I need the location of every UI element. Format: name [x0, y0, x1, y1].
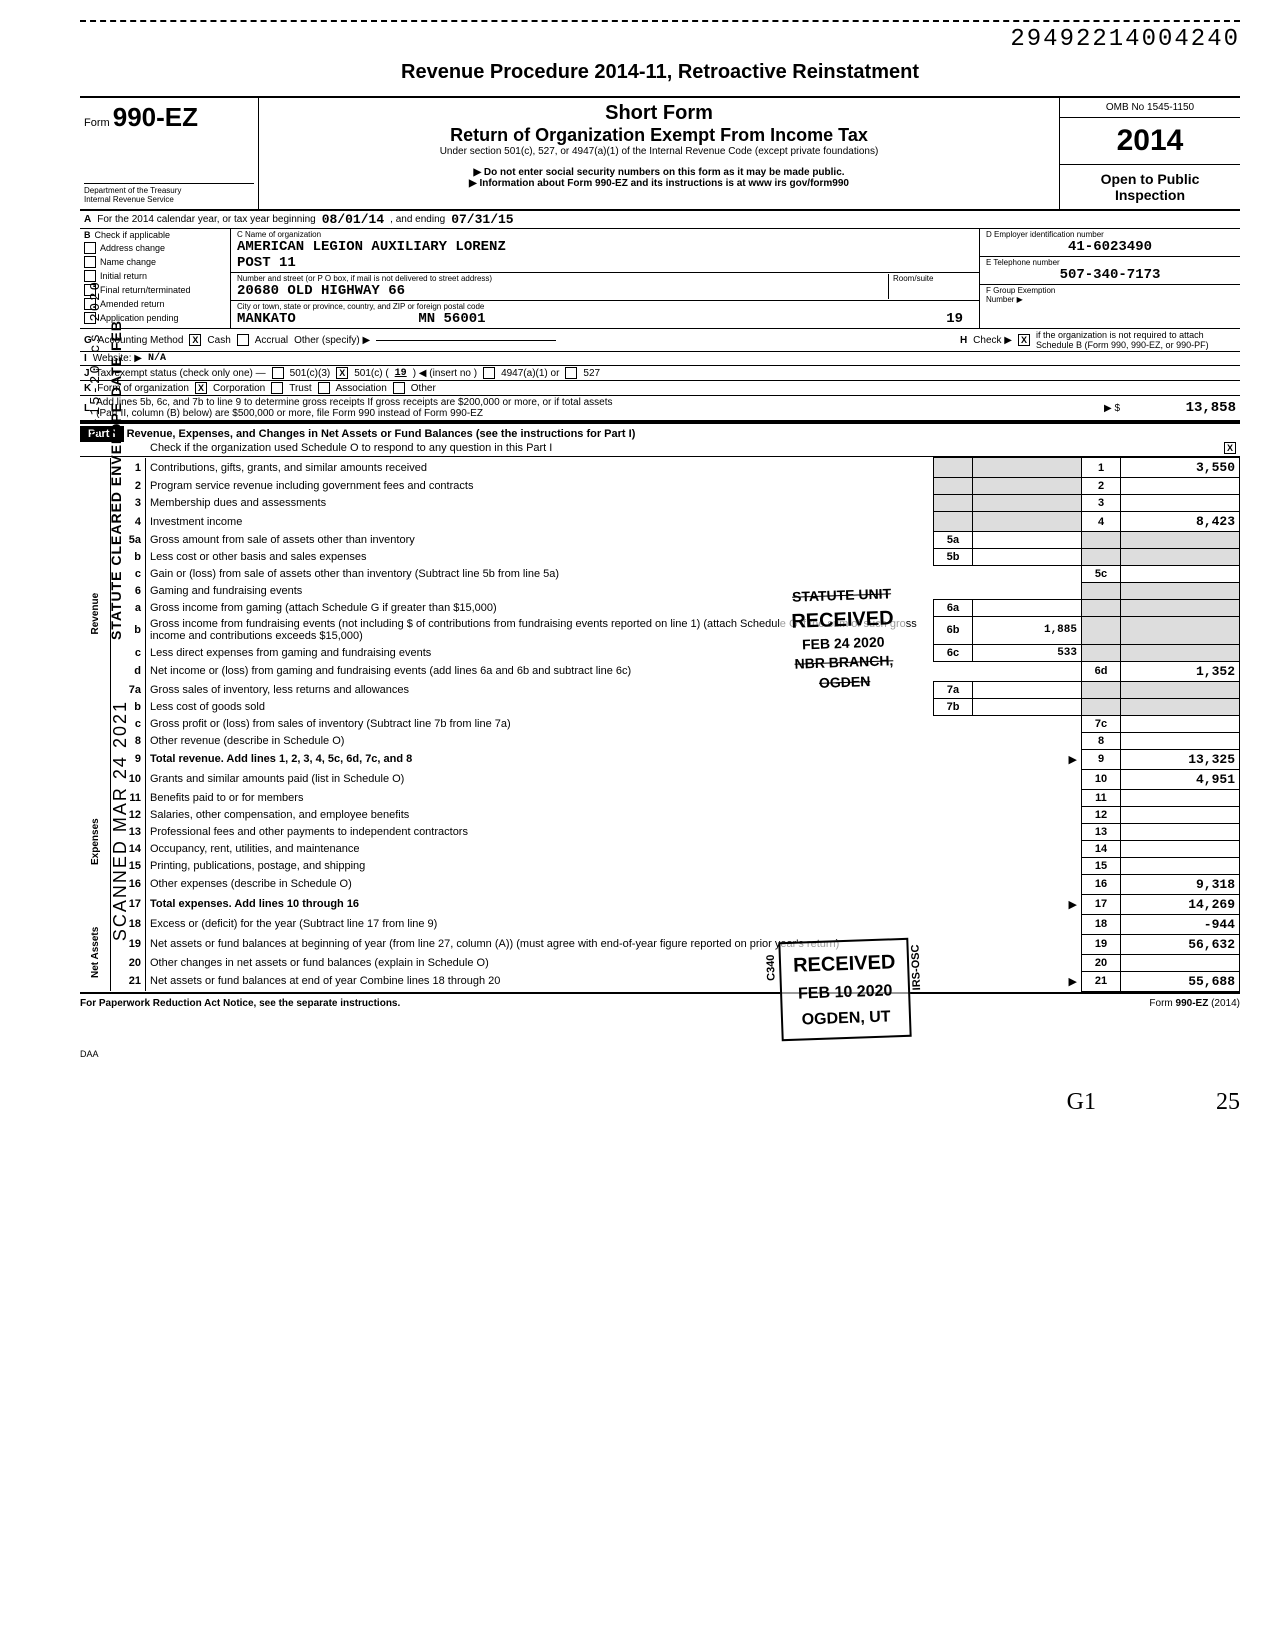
4947-label: 4947(a)(1) or: [501, 368, 559, 379]
net-assets-side-label: Net Assets: [80, 914, 111, 991]
corporation-label: Corporation: [213, 383, 265, 394]
corporation-checkbox[interactable]: X: [195, 382, 207, 394]
cash-checkbox[interactable]: X: [189, 334, 201, 346]
gross-receipts-value: 13,858: [1126, 400, 1236, 416]
501c-label: 501(c) (: [354, 368, 388, 379]
line-a-pre: For the 2014 calendar year, or tax year …: [97, 214, 315, 225]
accrual-checkbox[interactable]: [237, 334, 249, 346]
org-name-1: AMERICAN LEGION AUXILIARY LORENZ: [237, 239, 973, 255]
tax-year-end: 07/31/15: [451, 212, 513, 227]
return-title: Return of Organization Exempt From Incom…: [267, 125, 1051, 146]
h-text: if the organization is not required to a…: [1036, 330, 1236, 350]
vertical-date-stamp: 1-15-20 cs 2020: [88, 280, 104, 436]
cash-label: Cash: [207, 335, 230, 346]
501c-checkbox[interactable]: X: [336, 367, 348, 379]
accrual-label: Accrual: [255, 335, 288, 346]
501c3-label: 501(c)(3): [290, 368, 331, 379]
handwritten-mark-2: 25: [1216, 1089, 1240, 1116]
line-l-text1: Add lines 5b, 6c, and 7b to line 9 to de…: [96, 397, 1098, 408]
line-l-text2: (Part II, column (B) below) are $500,000…: [96, 408, 1098, 419]
under-section: Under section 501(c), 527, or 4947(a)(1)…: [267, 146, 1051, 157]
4947-checkbox[interactable]: [483, 367, 495, 379]
org-name-label: C Name of organization: [237, 230, 973, 239]
procedure-title: Revenue Procedure 2014-11, Retroactive R…: [80, 61, 1240, 84]
daa-mark: DAA: [80, 1049, 1240, 1059]
dept-label: Department of the Treasury: [84, 186, 254, 195]
short-form-title: Short Form: [267, 102, 1051, 125]
part-i-title: Revenue, Expenses, and Changes in Net As…: [127, 428, 636, 440]
association-checkbox[interactable]: [318, 382, 330, 394]
other-method-label: Other (specify) ▶: [294, 335, 370, 346]
501c3-checkbox[interactable]: [272, 367, 284, 379]
other-org-checkbox[interactable]: [393, 382, 405, 394]
footer-form-year: (2014): [1211, 998, 1240, 1009]
inspection-label: Inspection: [1060, 187, 1240, 203]
info-link: ▶ Information about Form 990-EZ and its …: [267, 178, 1051, 189]
paperwork-notice: For Paperwork Reduction Act Notice, see …: [80, 998, 400, 1009]
form-number: 990-EZ: [113, 102, 198, 132]
group-exemption-label: F Group Exemption: [986, 286, 1234, 295]
handwritten-mark-1: G1: [1067, 1089, 1096, 1116]
footer-form-pre: Form: [1149, 998, 1175, 1009]
ein-label: D Employer identification number: [986, 230, 1234, 239]
501c-insert: 19: [395, 368, 407, 379]
final-return-label: Final return/terminated: [100, 285, 191, 295]
state-zip-value: MN 56001: [418, 311, 485, 327]
org-name-2: POST 11: [237, 255, 973, 271]
other-org-label: Other: [411, 383, 436, 394]
street-value: 20680 OLD HIGHWAY 66: [237, 283, 888, 299]
501c-insert-label: ) ◀ (insert no ): [413, 368, 477, 379]
tax-year-begin: 08/01/14: [322, 212, 384, 227]
irs-label: Internal Revenue Service: [84, 195, 254, 204]
revenue-side-label: Revenue: [80, 458, 111, 770]
initial-return-label: Initial return: [100, 271, 147, 281]
schedule-b-checkbox[interactable]: X: [1018, 334, 1030, 346]
city-value: MANKATO: [237, 311, 296, 327]
group-exemption-number-label: Number ▶: [986, 295, 1234, 304]
ssn-warning: ▶ Do not enter social security numbers o…: [267, 167, 1051, 178]
form-label: Form: [84, 117, 110, 129]
tax-year: 2014: [1060, 118, 1240, 165]
amended-return-label: Amended return: [100, 299, 165, 309]
ein-value: 41-6023490: [986, 239, 1234, 255]
trust-label: Trust: [289, 383, 311, 394]
address-change-label: Address change: [100, 243, 165, 253]
footer-form-number: 990-EZ: [1176, 998, 1209, 1009]
city-label: City or town, state or province, country…: [237, 302, 973, 311]
h-check-label: Check ▶: [973, 335, 1012, 346]
expenses-side-label: Expenses: [80, 769, 111, 914]
omb-number: OMB No 1545-1150: [1060, 98, 1240, 118]
part-i-check-text: Check if the organization used Schedule …: [150, 442, 552, 454]
association-label: Association: [336, 383, 387, 394]
form-lines-table: Revenue 1Contributions, gifts, grants, a…: [80, 457, 1240, 992]
name-change-label: Name change: [100, 257, 156, 267]
check-applicable-label: Check if applicable: [95, 230, 171, 240]
address-change-checkbox[interactable]: [84, 242, 96, 254]
line-a-mid: , and ending: [390, 214, 445, 225]
group-exemption-value: 19: [946, 311, 963, 327]
room-label: Room/suite: [893, 274, 973, 283]
line-l-arrow: ▶ $: [1104, 403, 1120, 414]
527-checkbox[interactable]: [565, 367, 577, 379]
phone-value: 507-340-7173: [986, 267, 1234, 283]
trust-checkbox[interactable]: [271, 382, 283, 394]
phone-label: E Telephone number: [986, 258, 1234, 267]
street-label: Number and street (or P O box, if mail i…: [237, 274, 888, 283]
website-value: N/A: [148, 353, 166, 364]
name-change-checkbox[interactable]: [84, 256, 96, 268]
open-public: Open to Public: [1060, 171, 1240, 187]
dln-number: 29492214004240: [1010, 26, 1240, 53]
vertical-scanned-stamp: SCANNED MAR 24 2021: [110, 700, 131, 941]
527-label: 527: [583, 368, 600, 379]
schedule-o-checkbox[interactable]: X: [1224, 442, 1236, 454]
